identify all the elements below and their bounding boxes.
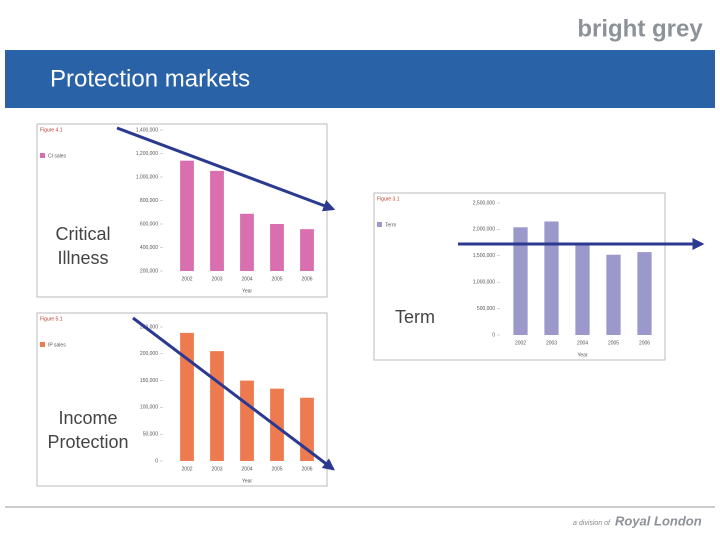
bar (544, 221, 559, 335)
x-axis-label: Year (242, 478, 252, 484)
x-tick-label: 2003 (211, 276, 222, 282)
x-tick-label: 2005 (608, 340, 619, 346)
bar (300, 229, 314, 271)
x-tick-label: 2006 (301, 466, 312, 472)
y-tick-label: 0 (155, 458, 158, 464)
y-tick-label: 100,000 (140, 405, 158, 411)
mini-chart: Figure 5.1 IP sales 0 50,000 100,000 150,000 2… (36, 312, 328, 487)
y-tick-label: 600,000 (140, 221, 158, 227)
x-tick-label: 2003 (211, 466, 222, 472)
market-label: Term (395, 307, 435, 327)
figure-title: Figure 4.1 (40, 127, 63, 133)
y-tick-label: 50,000 (143, 432, 159, 438)
x-tick-label: 2004 (241, 276, 252, 282)
x-tick-label: 2004 (241, 466, 252, 472)
market-label: Illness (57, 248, 108, 268)
arrow (116, 126, 336, 212)
bar (606, 254, 621, 335)
legend-label: Term (385, 222, 396, 228)
y-tick-label: 1,200,000 (136, 151, 158, 157)
legend-label: IP sales (48, 342, 66, 348)
bar (180, 160, 194, 271)
bar (180, 332, 194, 461)
x-axis-label: Year (242, 288, 252, 294)
x-tick-label: 2004 (577, 340, 588, 346)
bar (210, 351, 224, 461)
bar (270, 224, 284, 271)
market-label: Protection (47, 432, 128, 452)
legend-label: CI sales (48, 153, 67, 159)
x-tick-label: 2005 (271, 466, 282, 472)
mini-chart: Figure 3.1 Term 0 500,000 1,000,000 1,500,000… (373, 192, 666, 361)
y-tick-label: 2,000,000 (473, 227, 495, 233)
y-tick-label: 200,000 (140, 351, 158, 357)
y-tick-label: 1,000,000 (136, 174, 158, 180)
bar (513, 227, 528, 335)
bar (575, 245, 590, 335)
y-tick-label: 1,500,000 (473, 253, 495, 259)
y-tick-label: 2,500,000 (473, 200, 495, 206)
market-labels: Critical Illness Term Income Protection (40, 222, 442, 455)
bar (270, 388, 284, 461)
footer-prefix: a division of (573, 520, 611, 527)
x-tick-label: 2006 (639, 340, 650, 346)
y-tick-label: 250,000 (140, 324, 158, 330)
label-bg (40, 405, 136, 455)
y-tick-label: 500,000 (477, 306, 495, 312)
y-tick-label: 400,000 (140, 245, 158, 251)
arrows (116, 126, 705, 471)
x-tick-label: 2006 (301, 276, 312, 282)
x-tick-label: 2003 (546, 340, 557, 346)
market-label: Critical (55, 224, 110, 244)
y-tick-label: 1,000,000 (473, 280, 495, 286)
bar (240, 213, 254, 271)
x-tick-label: 2002 (181, 276, 192, 282)
charts: Figure 4.1 CI sales 200,000 400,000 600,000 8… (36, 123, 666, 487)
legend-swatch (40, 342, 45, 347)
y-tick-label: 0 (492, 332, 495, 338)
legend-swatch (40, 153, 45, 158)
slide-title: Protection markets (50, 65, 250, 92)
legend-swatch (377, 222, 382, 227)
bar (240, 380, 254, 461)
label-bg (388, 306, 442, 330)
market-label: Income (58, 408, 117, 428)
bar (210, 170, 224, 271)
y-tick-label: 800,000 (140, 198, 158, 204)
figure-title: Figure 5.1 (40, 316, 63, 322)
footer-brand: Royal London (615, 513, 702, 528)
y-tick-label: 150,000 (140, 378, 158, 384)
logo: bright grey (577, 15, 703, 42)
x-tick-label: 2002 (515, 340, 526, 346)
label-bg (52, 222, 116, 272)
bar (637, 252, 652, 335)
x-tick-label: 2002 (181, 466, 192, 472)
y-tick-label: 200,000 (140, 268, 158, 274)
y-tick-label: 1,400,000 (136, 127, 158, 133)
arrow (132, 316, 335, 471)
figure-title: Figure 3.1 (377, 196, 400, 202)
x-tick-label: 2005 (271, 276, 282, 282)
x-axis-label: Year (577, 352, 587, 358)
title-band (5, 50, 715, 108)
